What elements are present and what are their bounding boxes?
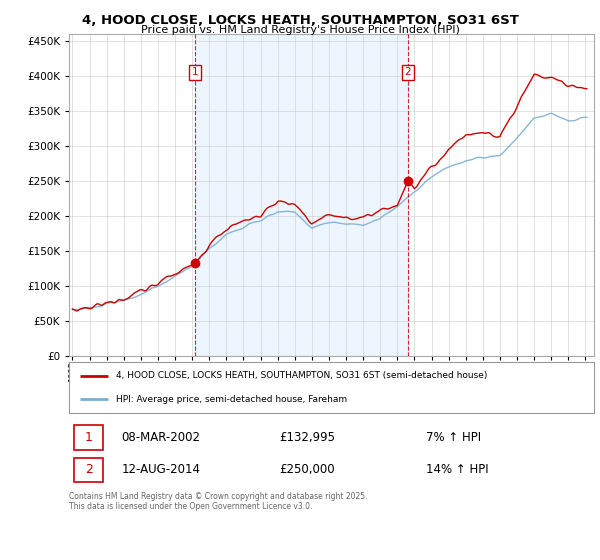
FancyBboxPatch shape <box>74 458 103 482</box>
Text: 2: 2 <box>404 67 411 77</box>
Text: £132,995: £132,995 <box>279 431 335 444</box>
Text: HPI: Average price, semi-detached house, Fareham: HPI: Average price, semi-detached house,… <box>116 395 347 404</box>
FancyBboxPatch shape <box>74 426 103 450</box>
Bar <box>196 34 408 356</box>
Text: 14% ↑ HPI: 14% ↑ HPI <box>426 463 488 476</box>
Text: 12-AUG-2014: 12-AUG-2014 <box>121 463 200 476</box>
Text: Contains HM Land Registry data © Crown copyright and database right 2025.
This d: Contains HM Land Registry data © Crown c… <box>69 492 367 511</box>
Text: 1: 1 <box>85 431 92 444</box>
Text: 1: 1 <box>192 67 199 77</box>
Text: 08-MAR-2002: 08-MAR-2002 <box>121 431 200 444</box>
Text: 4, HOOD CLOSE, LOCKS HEATH, SOUTHAMPTON, SO31 6ST (semi-detached house): 4, HOOD CLOSE, LOCKS HEATH, SOUTHAMPTON,… <box>116 371 488 380</box>
Text: 2: 2 <box>85 463 92 476</box>
Text: £250,000: £250,000 <box>279 463 335 476</box>
Text: Price paid vs. HM Land Registry's House Price Index (HPI): Price paid vs. HM Land Registry's House … <box>140 25 460 35</box>
Text: 4, HOOD CLOSE, LOCKS HEATH, SOUTHAMPTON, SO31 6ST: 4, HOOD CLOSE, LOCKS HEATH, SOUTHAMPTON,… <box>82 14 518 27</box>
Text: 7% ↑ HPI: 7% ↑ HPI <box>426 431 481 444</box>
